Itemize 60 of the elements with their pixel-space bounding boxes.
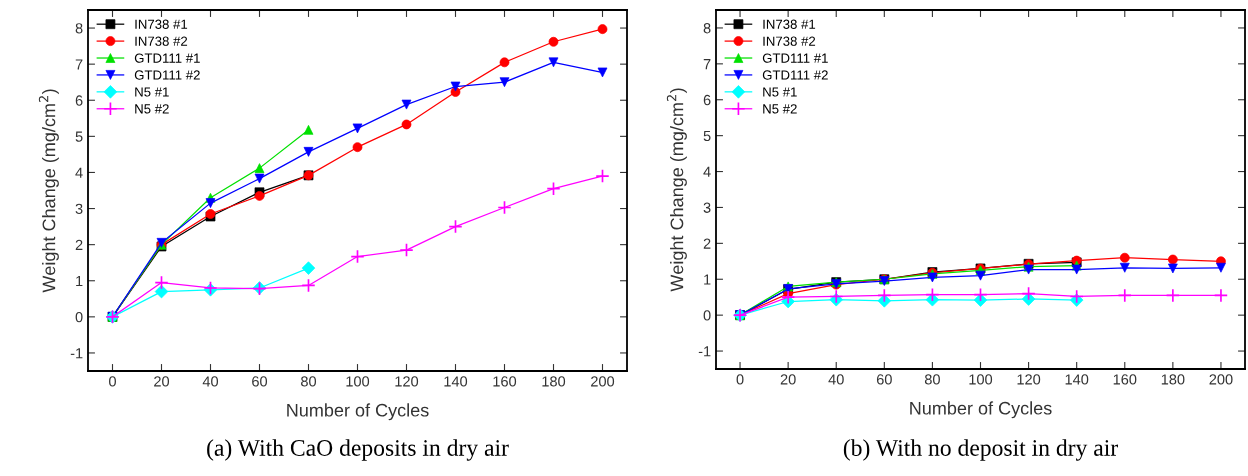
- y-tick-label: 1: [76, 276, 83, 287]
- x-tick-label: 60: [876, 374, 892, 385]
- legend-label: GTD111 #1: [134, 53, 200, 63]
- legend-label: IN738 #1: [135, 19, 188, 29]
- y-tick-label: 7: [75, 59, 83, 70]
- x-tick-label: 60: [252, 376, 268, 387]
- y-tick-label: -1: [698, 346, 711, 357]
- y-tick-label: 0: [75, 311, 83, 323]
- legend-label: GTD111 #2: [134, 70, 200, 80]
- x-axis-title: Number of Cycles: [287, 403, 429, 421]
- legend-label: IN738 #2: [763, 36, 816, 46]
- y-tick-label: 6: [75, 95, 83, 106]
- x-tick-label: 40: [828, 374, 844, 385]
- x-tick-label: 180: [1161, 374, 1185, 385]
- y-tick-label: 3: [703, 202, 711, 213]
- x-tick-label: 20: [780, 374, 796, 385]
- y-tick-label: 6: [703, 94, 711, 106]
- y-tick-label: 2: [703, 238, 711, 249]
- y-tick-label: 8: [75, 23, 83, 34]
- x-tick-label: 140: [444, 376, 468, 387]
- y-tick-label: 7: [703, 59, 711, 70]
- y-axis-title: Weight Change (mg/cm$^{2}$): [38, 89, 59, 293]
- x-tick-label: 160: [1113, 374, 1137, 385]
- x-tick-label: 120: [395, 376, 419, 387]
- legend-label: N5 #2: [763, 104, 797, 114]
- legend-label: GTD111 #2: [762, 70, 828, 80]
- x-tick-label: 80: [301, 376, 317, 387]
- x-tick-label: 0: [736, 374, 744, 385]
- y-tick-label: 3: [75, 203, 83, 214]
- x-tick-label: 40: [202, 376, 219, 387]
- y-tick-label: 2: [75, 239, 83, 250]
- legend-label: IN738 #1: [763, 19, 816, 29]
- y-tick-label: 8: [703, 23, 711, 34]
- x-tick-label: 100: [969, 374, 993, 385]
- y-tick-label: 5: [75, 131, 83, 142]
- x-tick-label: 160: [493, 376, 517, 387]
- text: (b) With no deposit in dry air: [843, 439, 1118, 461]
- legend-label: GTD111 #1: [762, 53, 828, 63]
- y-tick-label: -1: [70, 348, 83, 359]
- y-tick-label: 4: [75, 167, 83, 178]
- legend-label: N5 #2: [135, 104, 169, 114]
- x-tick-label: 20: [154, 376, 170, 387]
- x-tick-label: 120: [1017, 374, 1041, 385]
- y-tick-label: 4: [703, 166, 711, 177]
- x-tick-label: 100: [346, 376, 370, 387]
- y-tick-label: 1: [704, 274, 711, 285]
- x-tick-label: 200: [1209, 374, 1233, 385]
- y-tick-label: 0: [703, 310, 711, 321]
- x-tick-label: 0: [109, 376, 116, 387]
- legend-label: N5 #1: [763, 87, 797, 97]
- x-axis-title: Number of Cycles: [910, 401, 1052, 419]
- x-tick-label: 80: [924, 374, 940, 385]
- y-tick-label: 5: [703, 130, 711, 142]
- x-tick-label: 180: [542, 376, 566, 387]
- y-axis-title: Weight Change (mg/cm$^{2}$): [666, 88, 687, 292]
- x-tick-label: 140: [1065, 374, 1089, 385]
- legend-label: IN738 #2: [135, 36, 188, 46]
- x-tick-label: 200: [591, 376, 615, 387]
- text: (a) With CaO deposits in dry air: [207, 439, 509, 461]
- legend-label: N5 #1: [135, 87, 169, 97]
